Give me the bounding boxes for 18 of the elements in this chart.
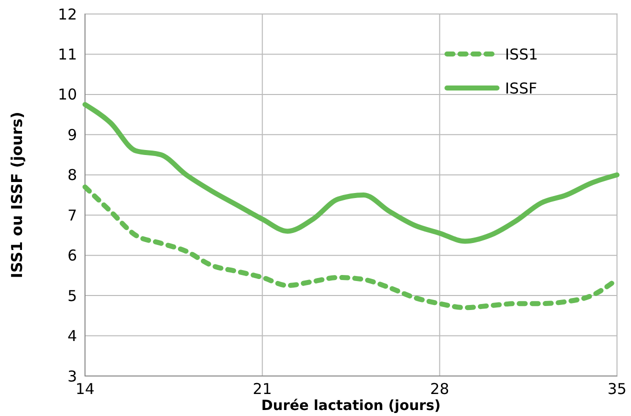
y-tick-label: 11: [58, 45, 77, 64]
y-tick-label: 5: [67, 286, 77, 305]
x-tick-label: 28: [430, 380, 450, 398]
y-tick-label: 3: [67, 367, 77, 386]
y-tick-label: 7: [67, 206, 77, 224]
y-tick-label: 4: [67, 327, 77, 346]
y-axis-title: ISS1 ou ISSF (jours): [8, 112, 26, 278]
x-tick-label: 14: [75, 380, 95, 398]
legend-label: ISSF: [505, 79, 538, 98]
x-tick-label: 21: [252, 380, 272, 398]
y-tick-label: 12: [58, 5, 77, 24]
x-axis-title: Durée lactation (jours): [261, 398, 441, 414]
y-tick-label: 8: [67, 166, 77, 184]
y-tick-label: 10: [58, 86, 77, 104]
y-tick-label: 9: [67, 126, 77, 144]
x-tick-label: 35: [607, 380, 627, 398]
legend-label: ISS1: [505, 45, 538, 64]
y-tick-label: 6: [67, 246, 77, 265]
